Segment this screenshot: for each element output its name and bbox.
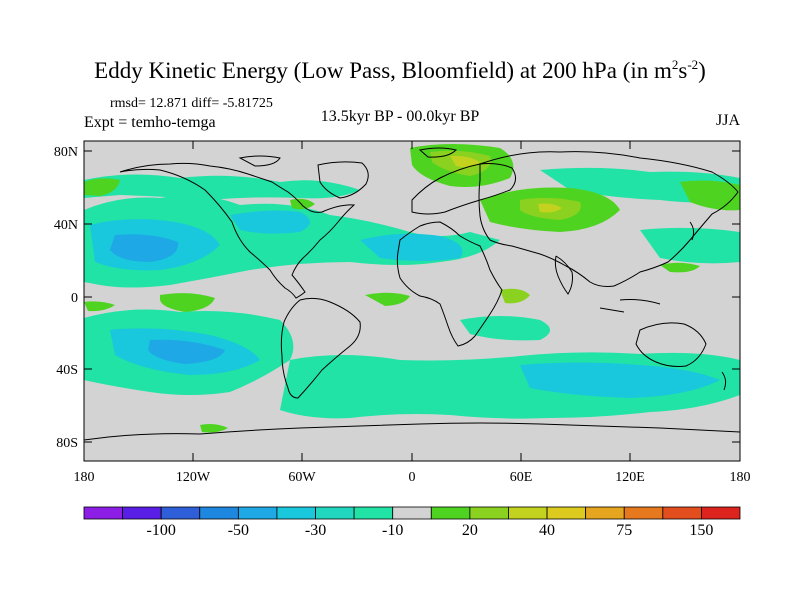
colorbar-swatch <box>662 506 702 520</box>
pos-region-scandinavia-peak <box>450 155 480 168</box>
neg-region-south-pacific-inner <box>148 339 225 364</box>
neg-region-north-pacific-inner <box>110 234 179 262</box>
lat-ticks <box>84 150 740 443</box>
colorbar-label: 20 <box>462 522 478 539</box>
colorbar-swatch <box>237 506 278 520</box>
neg-region-atlantic-central <box>360 233 463 261</box>
colorbar-label: -100 <box>147 522 176 539</box>
pos-region-central-asia-peak <box>538 203 562 213</box>
coast-europe-africa <box>396 221 503 347</box>
colorbar-swatch <box>276 506 316 520</box>
pos-region-east-pacific-small <box>84 301 115 312</box>
lon-labels: 180 120W 60W 0 60E 120E 180 <box>74 470 751 485</box>
colorbar <box>83 506 741 520</box>
colorbar-label: -10 <box>382 522 403 539</box>
lon-label-180w: 180 <box>74 470 95 485</box>
pos-region-atlantic-tropical <box>365 292 410 306</box>
coast-antarctica <box>84 422 740 441</box>
neg-region-arctic-atlantic <box>84 174 360 200</box>
period-label: 13.5kyr BP - 00.0kyr BP <box>320 108 480 125</box>
colorbar-swatch <box>508 506 548 520</box>
lon-label-60e: 60E <box>510 470 533 485</box>
lon-label-180e: 180 <box>730 470 751 485</box>
coast-indonesia <box>599 299 661 313</box>
colorbar-swatch <box>585 506 625 520</box>
colorbar-swatch <box>546 506 587 520</box>
neg-region-pacific-east <box>640 227 740 264</box>
colorbar-swatch <box>199 506 239 520</box>
lon-label-120e: 120E <box>615 470 645 485</box>
colorbar-swatch <box>469 506 509 520</box>
contour-fields <box>84 144 740 433</box>
season-label: JJA <box>715 112 740 129</box>
neg-region-north-america-east <box>230 210 310 234</box>
coast-north-america <box>119 162 356 299</box>
colorbar-label: 75 <box>616 522 632 539</box>
lat-label-80n: 80N <box>54 145 78 160</box>
lat-label-eq: 0 <box>71 291 78 306</box>
colorbar-swatch <box>430 506 471 520</box>
neg-region-equatorial <box>460 316 550 341</box>
pos-region-pacific-west <box>660 262 700 273</box>
coast-south-america <box>280 297 361 399</box>
coast-australia <box>635 322 707 367</box>
colorbar-swatch <box>160 506 201 520</box>
pos-region-pacific-tropical <box>160 293 215 312</box>
pos-region-east-africa <box>500 288 530 304</box>
coast-europe-north <box>411 163 516 215</box>
coast-new-zealand <box>721 371 727 391</box>
colorbar-label: 150 <box>689 522 713 539</box>
coast-japan <box>689 221 695 241</box>
pos-region-alaska <box>84 178 120 196</box>
colorbar-swatch <box>392 506 432 520</box>
colorbar-labels: -100 -50 -30 -10 20 40 75 150 <box>147 522 714 539</box>
lat-label-40n: 40N <box>54 218 78 233</box>
neg-region-indian-ocean <box>520 362 720 398</box>
colorbar-label: -30 <box>305 522 326 539</box>
stats-text: rmsd= 12.871 diff= -5.81725 <box>110 96 273 111</box>
pos-region-greenland <box>290 198 315 210</box>
lon-label-120w: 120W <box>176 470 211 485</box>
neg-region-north-pacific <box>84 195 500 288</box>
lat-label-40s: 40S <box>56 363 78 378</box>
colorbar-swatch <box>315 506 355 520</box>
colorbar-swatch <box>701 506 741 520</box>
colorbar-swatch <box>623 506 664 520</box>
pos-region-siberia-east <box>680 180 740 211</box>
coast-greenland <box>317 161 369 199</box>
lon-label-60w: 60W <box>288 470 316 485</box>
lon-label-0: 0 <box>409 470 416 485</box>
coastlines <box>84 147 740 441</box>
figure-title: Eddy Kinetic Energy (Low Pass, Bloomfiel… <box>94 57 706 83</box>
coast-india <box>554 255 573 295</box>
pos-region-south-small <box>200 424 228 433</box>
colorbar-swatch <box>83 506 123 520</box>
colorbar-swatch <box>122 506 162 520</box>
lat-label-80s: 80S <box>56 436 78 451</box>
colorbar-label: -50 <box>228 522 249 539</box>
colorbar-swatch <box>353 506 394 520</box>
experiment-label: Expt = temho-temga <box>84 114 216 131</box>
lat-labels: 80N 40N 0 40S 80S <box>54 145 78 451</box>
coast-asia <box>478 151 739 287</box>
coast-arctic-islands <box>238 147 457 167</box>
lon-ticks <box>83 141 741 461</box>
colorbar-label: 40 <box>539 522 555 539</box>
